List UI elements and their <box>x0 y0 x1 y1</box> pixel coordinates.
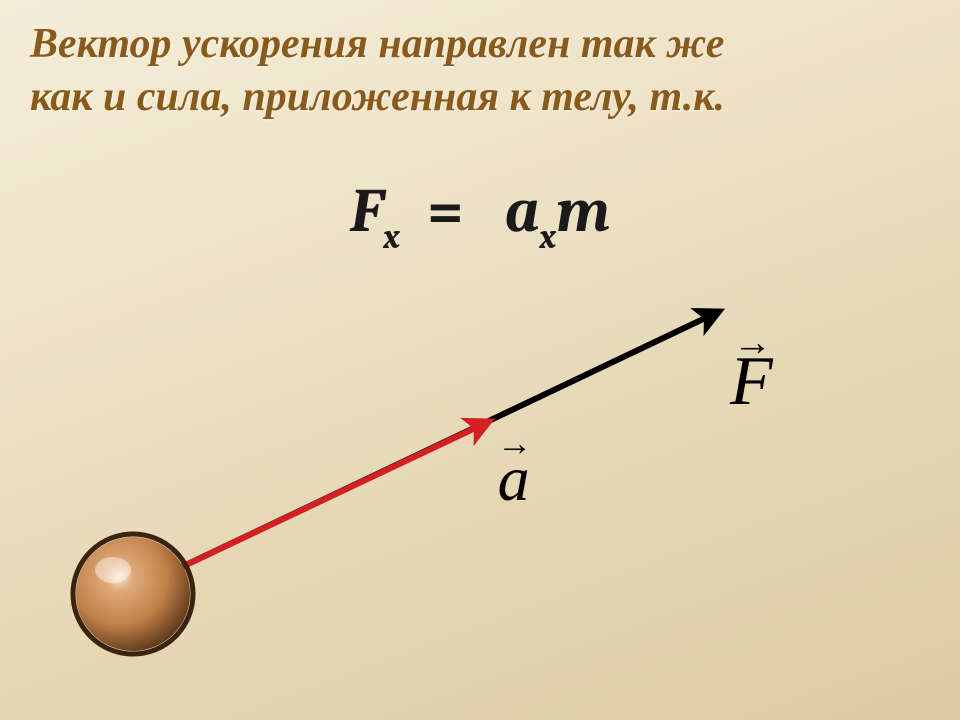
vector-a-line <box>150 422 488 582</box>
formula-rhs-sub: x <box>540 217 556 257</box>
vector-f-label: → F <box>730 340 773 422</box>
vector-f-line <box>150 312 718 582</box>
vector-a-label: → a <box>497 440 530 516</box>
formula-lhs-sub: x <box>383 217 399 257</box>
ball <box>73 534 193 654</box>
formula-rhs-m: m <box>556 175 610 247</box>
vector-f-letter: F <box>730 343 773 420</box>
formula-rhs-a: a <box>505 175 540 247</box>
title-line1: Вектор ускорения направлен так же <box>30 21 724 67</box>
vector-a-letter: a <box>498 443 530 514</box>
title-text: Вектор ускорения направлен так же как и … <box>30 18 930 123</box>
formula-eq: = <box>427 175 464 247</box>
formula: Fx = axm <box>0 175 960 253</box>
title-line2: как и сила, приложенная к телу, т.к. <box>30 74 725 120</box>
formula-lhs-var: F <box>350 175 383 247</box>
